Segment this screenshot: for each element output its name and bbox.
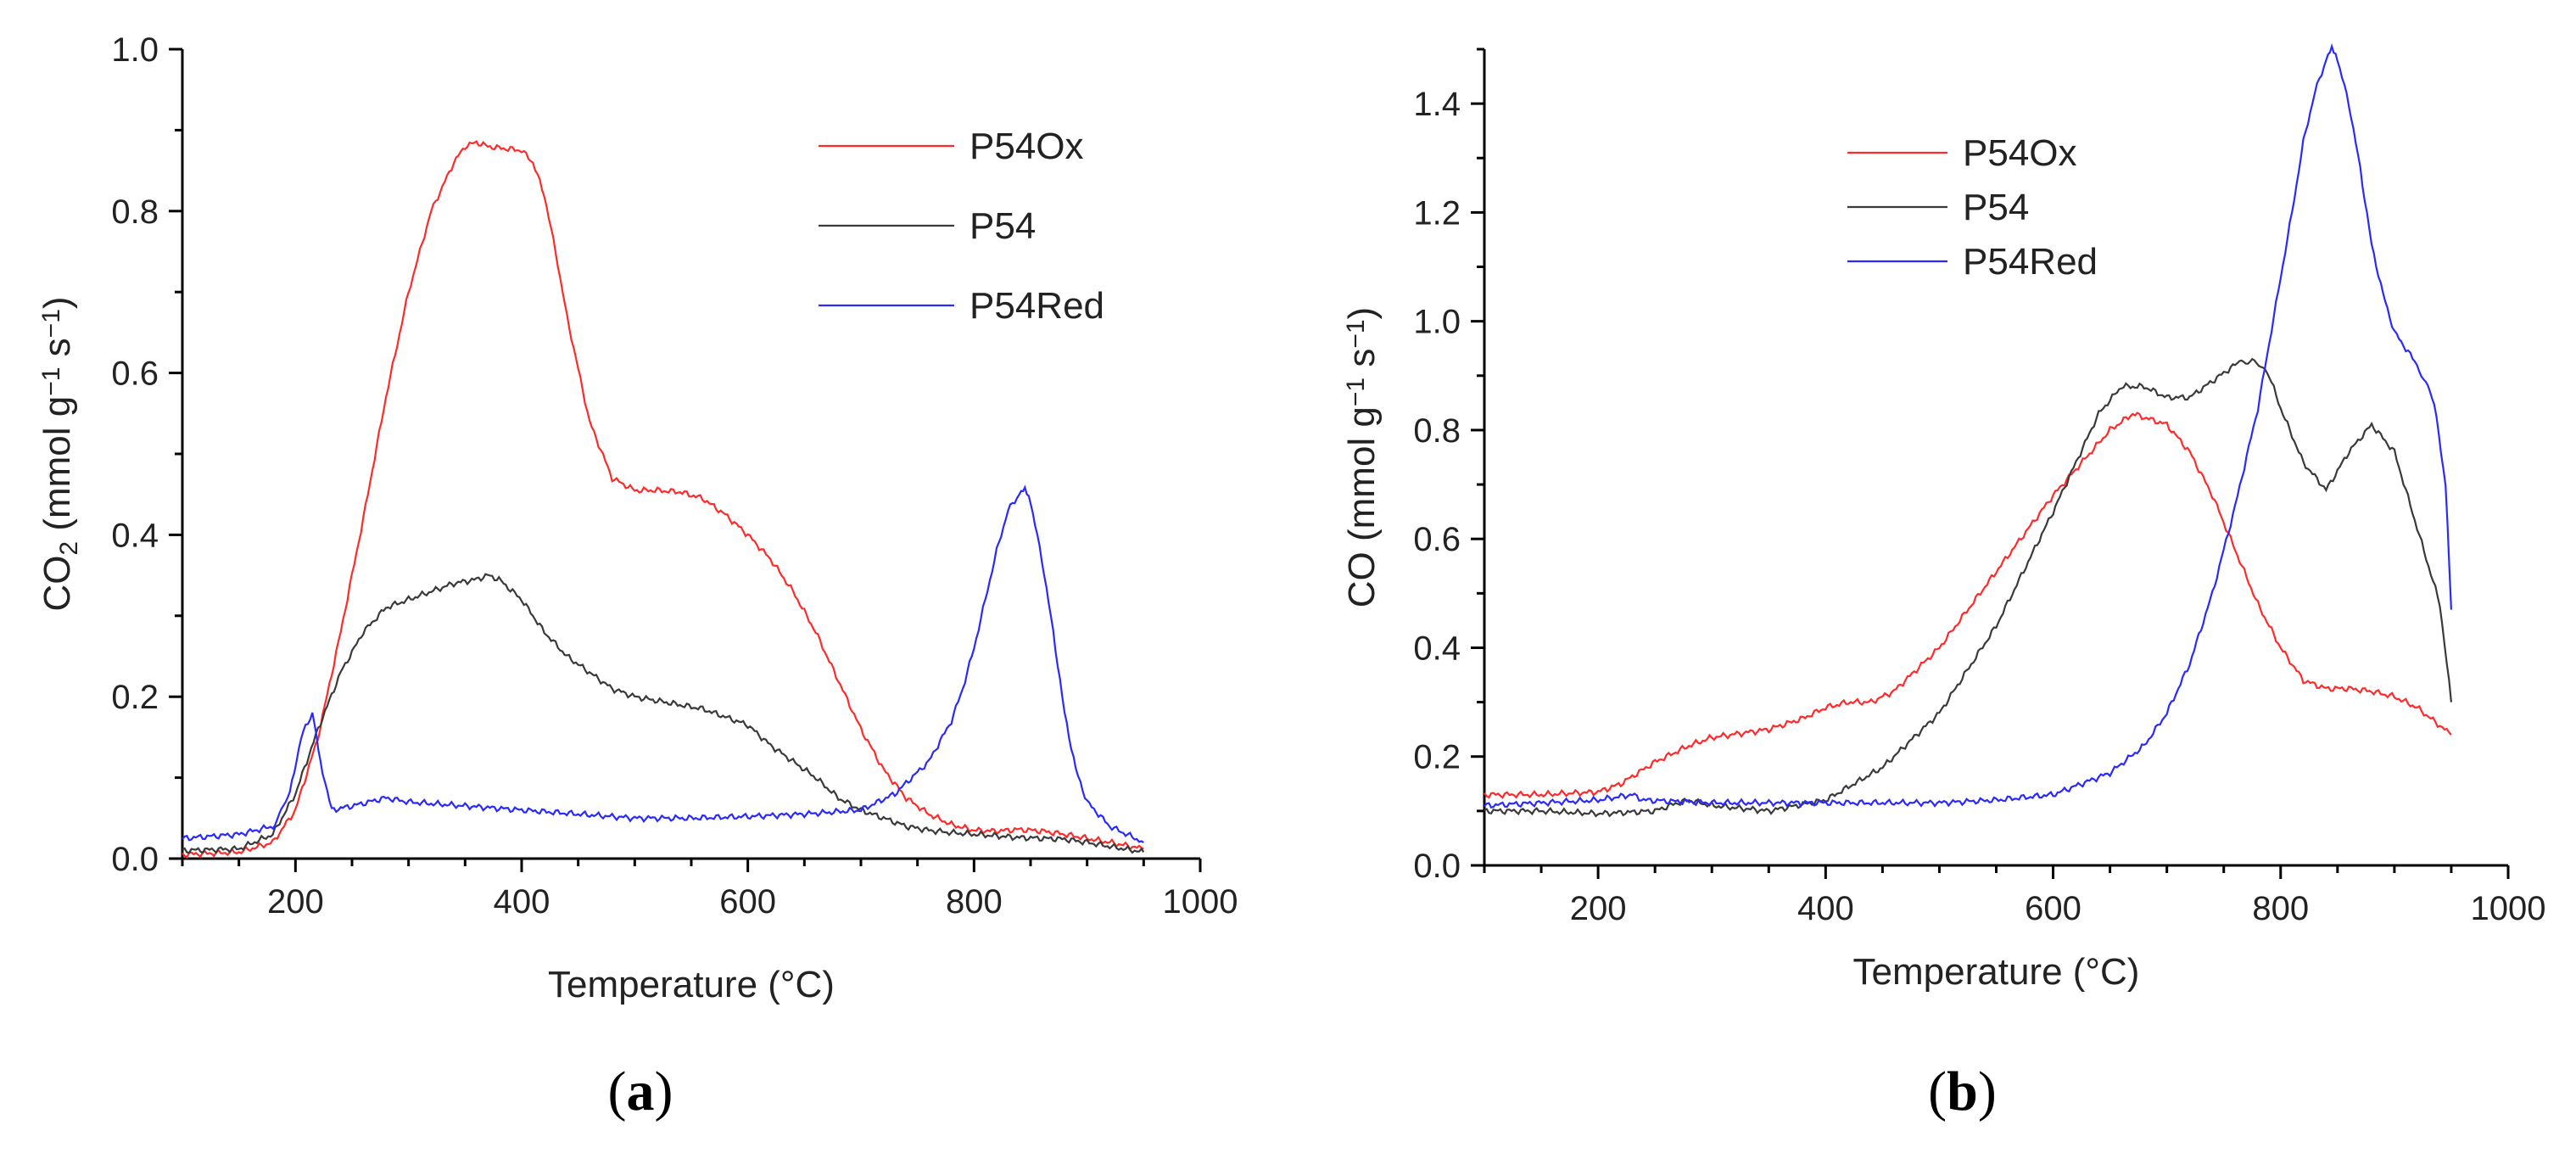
panel-label: (b)	[1928, 1061, 1997, 1122]
legend-label-p54ox: P54Ox	[1963, 132, 2077, 174]
panel-label-part: a	[627, 1061, 655, 1122]
legend-label-p54: P54	[1963, 187, 2029, 228]
y-tick-label: 0.2	[111, 679, 159, 716]
series-line-p54ox	[182, 140, 1144, 859]
x-tick-label: 200	[1570, 890, 1627, 927]
legend-label-p54: P54	[969, 205, 1036, 247]
panel-label-part: )	[1978, 1061, 1997, 1122]
chart-a: 200 400 600 800 1000 0.0 0.2 0.4 0.6 0.8 1.0 Temper…	[36, 31, 1238, 1122]
series-line-p54ox	[1484, 411, 2452, 799]
series-line-p54	[1484, 357, 2452, 818]
series-line-p54red	[1484, 42, 2452, 809]
y-axis-label: CO2 (mmol g−1 s−1)	[36, 296, 83, 611]
panel-label-part: (	[1928, 1061, 1947, 1122]
y-axis-label-part: −1	[1342, 319, 1370, 348]
y-tick-label: 0.0	[1413, 848, 1461, 885]
y-tick-label: 0.0	[111, 841, 159, 878]
panel-label-part: b	[1947, 1061, 1978, 1122]
y-tick-label: 0.8	[111, 193, 159, 231]
x-tick-label: 200	[267, 883, 324, 921]
panel-label: (a)	[608, 1061, 673, 1122]
panel-label-part: (	[608, 1061, 627, 1122]
x-tick-label: 1000	[2471, 890, 2546, 927]
y-axis-label-part: −1	[37, 309, 65, 338]
legend-label-p54ox: P54Ox	[969, 126, 1084, 167]
x-tick-label: 400	[1797, 890, 1854, 927]
y-axis-label-part: s	[1341, 349, 1383, 378]
y-axis-label-part: s	[36, 338, 78, 367]
y-tick-label: 1.4	[1413, 86, 1461, 123]
y-axis-label-part: CO (mmol g	[1341, 406, 1383, 607]
series-line-p54	[182, 573, 1145, 854]
y-axis-label-part: (mmol g	[36, 396, 78, 541]
y-tick-label: 0.6	[111, 355, 159, 393]
y-tick-label: 1.0	[1413, 304, 1461, 341]
x-axis-label: Temperature (°C)	[548, 964, 835, 1005]
y-axis-label: CO (mmol g−1 s−1)	[1341, 307, 1383, 607]
y-tick-label: 0.2	[1413, 739, 1461, 776]
y-tick-label: 1.0	[111, 31, 159, 69]
legend-label-p54red: P54Red	[969, 285, 1104, 327]
y-tick-label: 0.4	[1413, 630, 1461, 667]
x-axis-label: Temperature (°C)	[1853, 951, 2140, 993]
x-tick-label: 1000	[1163, 883, 1238, 921]
chart-b: 200 400 600 800 1000 0.0 0.2 0.4 0.6 0.8 1.0 1.2 1.4…	[1341, 42, 2546, 1122]
y-tick-label: 0.4	[111, 517, 159, 554]
panel-label-part: )	[655, 1061, 673, 1122]
x-tick-label: 600	[719, 883, 776, 921]
x-tick-label: 600	[2025, 890, 2081, 927]
y-tick-label: 0.6	[1413, 521, 1461, 558]
x-tick-label: 800	[2252, 890, 2309, 927]
x-tick-label: 800	[946, 883, 1003, 921]
y-tick-label: 0.8	[1413, 412, 1461, 450]
legend-label-p54red: P54Red	[1963, 241, 2098, 283]
y-axis-label-part: 2	[55, 541, 83, 556]
y-axis-label-part: −1	[1342, 378, 1370, 406]
x-tick-label: 400	[494, 883, 550, 921]
y-axis-label-part: )	[1341, 307, 1383, 320]
series-line-p54red	[182, 484, 1144, 843]
y-axis-label-part: )	[36, 296, 78, 309]
y-axis-label-part: CO	[36, 556, 78, 612]
y-tick-label: 1.2	[1413, 194, 1461, 232]
y-axis-label-part: −1	[37, 367, 65, 396]
